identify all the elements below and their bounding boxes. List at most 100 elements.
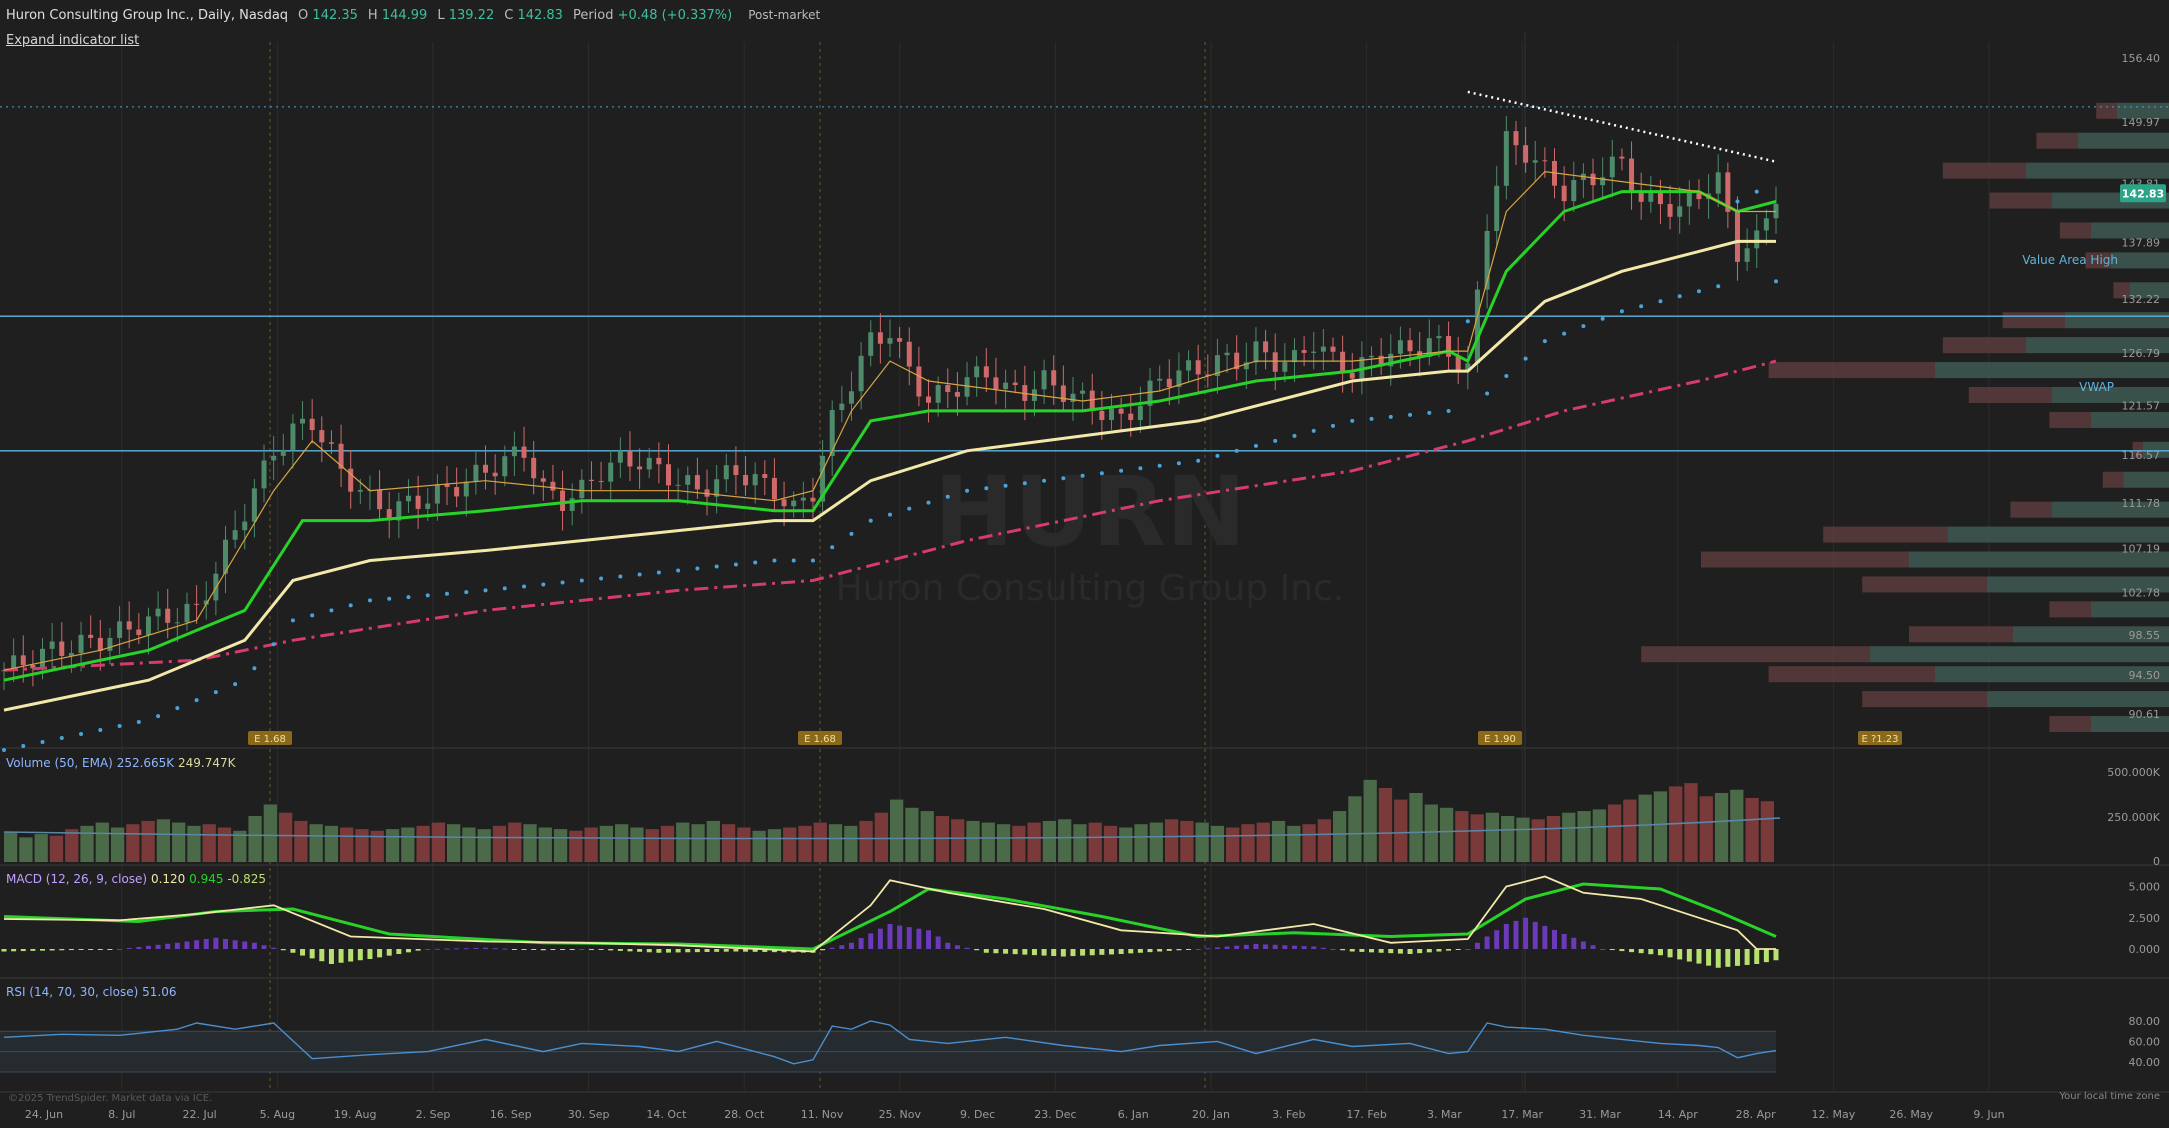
psar-dot [213, 690, 218, 695]
candle-body [1166, 378, 1172, 387]
expand-indicator-list-link[interactable]: Expand indicator list [6, 33, 140, 48]
candle-body [1609, 156, 1615, 178]
macd-histogram-bar [1137, 949, 1143, 953]
volume-bar [813, 822, 827, 862]
psar-dot [310, 613, 315, 618]
macd-histogram-bar [88, 949, 94, 950]
psar-dot [79, 732, 84, 737]
candle-body [1263, 341, 1269, 353]
candle-body [107, 637, 113, 651]
low-label: L [437, 7, 445, 23]
candle-body [49, 641, 55, 649]
volume-bar [890, 799, 904, 862]
volume-profile-up [1909, 551, 2169, 568]
candle-body [11, 655, 17, 671]
candle-body [752, 474, 758, 486]
psar-dot [1176, 461, 1181, 466]
low-value: 139.22 [448, 7, 495, 23]
macd-histogram-bar [290, 949, 296, 953]
candle-body [117, 621, 123, 638]
macd-histogram-bar [916, 928, 922, 949]
psar-dot [1196, 458, 1201, 463]
volume-bar [248, 816, 262, 862]
chart-title: Huron Consulting Group Inc., Daily, Nasd… [6, 7, 289, 23]
macd-histogram-bar [1734, 949, 1740, 966]
candle-body [97, 637, 103, 651]
candle-body [1243, 362, 1249, 370]
candle-body [1234, 352, 1240, 370]
macd-histogram-bar [887, 924, 893, 949]
macd-histogram-bar [1003, 949, 1009, 954]
volume-bar [324, 825, 339, 862]
psar-dot [1022, 481, 1027, 486]
volume-bar [187, 825, 201, 862]
volume-bar [828, 824, 843, 862]
volume-bar [553, 829, 568, 862]
volume-bar [431, 822, 445, 862]
macd-histogram-bar [1051, 949, 1057, 957]
macd-histogram-bar [608, 949, 614, 951]
candle-body [1503, 131, 1509, 186]
macd-histogram-bar [1166, 949, 1172, 951]
volume-bar [1623, 799, 1637, 862]
candle-body [338, 443, 344, 469]
volume-bar [462, 827, 476, 862]
macd-histogram-bar [261, 945, 267, 949]
volume-title: Volume (50, EMA) [6, 756, 113, 770]
psar-dot [1042, 478, 1047, 483]
macd-histogram-bar [223, 939, 228, 949]
macd-histogram-bar [1205, 948, 1211, 950]
date-tick-label: 28. Apr [1736, 1108, 1776, 1121]
macd-histogram-bar [242, 941, 248, 949]
candle-body [155, 608, 161, 617]
candle-body [1446, 336, 1452, 357]
macd-histogram-bar [1629, 949, 1635, 953]
psar-dot [945, 494, 950, 499]
psar-dot [59, 736, 64, 741]
date-tick-label: 8. Jul [108, 1108, 135, 1121]
candle-body [492, 472, 498, 477]
volume-profile-up [1870, 646, 2169, 663]
macd-histogram-bar [1446, 949, 1452, 951]
psar-dot [830, 545, 835, 550]
date-tick-label: 30. Sep [568, 1108, 610, 1121]
macd-histogram-bar [1542, 925, 1548, 949]
rsi-pane-label: RSI (14, 70, 30, close) 51.06 [6, 985, 176, 999]
ema-fast-line [3, 170, 1776, 671]
candle-body [405, 495, 411, 502]
macd-histogram-bar [107, 949, 113, 950]
candle-body [454, 487, 460, 497]
psar-dot [21, 743, 26, 748]
psar-dot [1446, 408, 1451, 413]
volume-bar [905, 807, 919, 862]
open-label: O [298, 7, 309, 23]
macd-histogram-bar [1686, 949, 1692, 962]
volume-bar [385, 829, 400, 862]
volume-profile-up [2130, 282, 2169, 299]
candle-body [675, 484, 681, 486]
axes: 156.40149.97143.81137.89132.22126.79121.… [25, 52, 2160, 1121]
volume-profile-down [1862, 691, 1987, 708]
volume-bar [1287, 825, 1301, 862]
chart-header: Huron Consulting Group Inc., Daily, Nasd… [6, 6, 820, 24]
candle-body [598, 481, 604, 483]
candle-body [511, 446, 517, 457]
earnings-marker [1478, 731, 1522, 745]
macd-histogram-bar [1253, 944, 1259, 949]
volume-bar [752, 830, 766, 862]
volume-bar [1103, 825, 1118, 862]
macd-histogram-bar [1214, 947, 1220, 949]
candle-body [203, 600, 209, 605]
macd-histogram-bar [1012, 949, 1018, 955]
candle-body [1561, 185, 1567, 202]
candle-body [993, 377, 999, 390]
candle-body [1397, 340, 1403, 354]
psar-dot [156, 714, 161, 719]
volume-ema-line [3, 817, 1781, 840]
volume-pane-label: Volume (50, EMA) 252.665K 249.747K [6, 756, 236, 770]
candle-body [1003, 382, 1009, 390]
candle-body [1099, 410, 1105, 421]
macd-histogram-bar [935, 936, 941, 949]
volume-bar [1409, 793, 1423, 862]
